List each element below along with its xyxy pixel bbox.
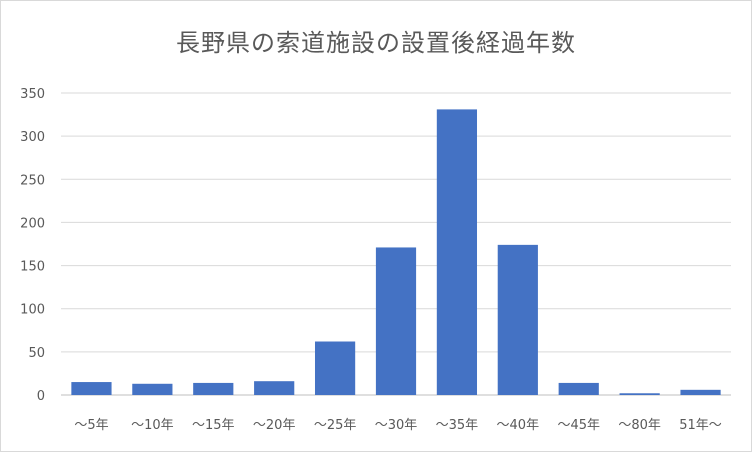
x-tick-label: ～10年 [131,418,174,433]
bar [558,382,599,395]
x-tick-label: ～35年 [436,418,479,433]
y-tick-label: 0 [37,389,45,404]
x-tick-label: ～45年 [557,418,600,433]
bar [314,341,356,395]
x-tick-label: ～80年 [618,418,661,433]
bar [680,389,721,395]
x-tick-label: ～20年 [253,418,296,433]
y-tick-label: 100 [20,303,45,318]
x-tick-label: ～15年 [192,418,235,433]
bar [375,247,417,395]
x-tick-label: 51年～ [679,418,722,433]
y-tick-label: 150 [20,260,45,275]
x-tick-label: ～5年 [74,418,108,433]
bar [497,244,538,395]
bar [254,381,295,395]
bar [132,383,173,395]
chart-title: 長野県の索道施設の設置後経過年数 [176,29,576,57]
y-tick-label: 250 [20,173,45,188]
y-tick-label: 50 [28,346,45,361]
x-tick-label: ～40年 [497,418,540,433]
y-tick-label: 350 [20,87,45,102]
y-tick-label: 200 [20,216,45,231]
bar [193,382,234,395]
bar [619,393,660,395]
x-tick-label: ～25年 [314,418,357,433]
bar [436,109,478,395]
y-tick-label: 300 [20,130,45,145]
bar [71,382,112,395]
x-tick-label: ～30年 [375,418,418,433]
